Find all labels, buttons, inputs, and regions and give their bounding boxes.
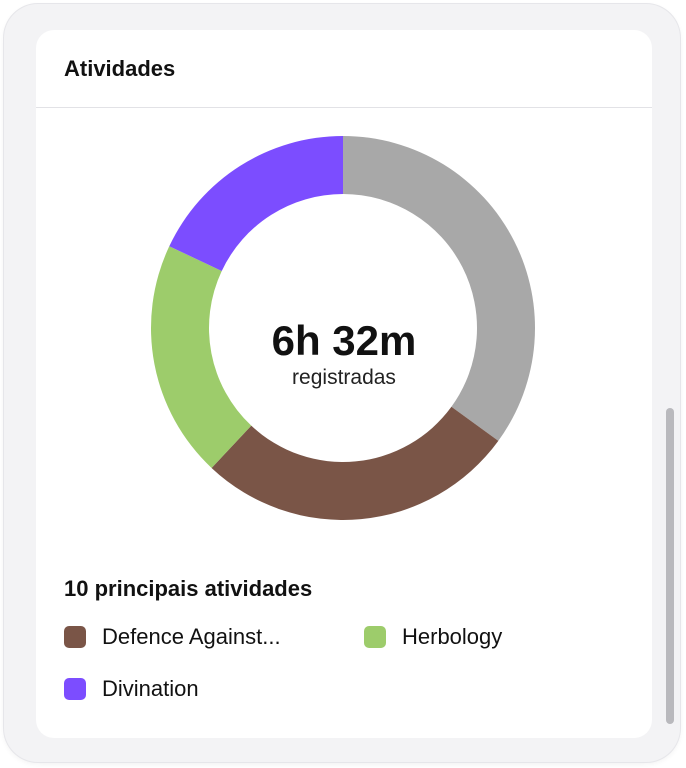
legend-swatch (364, 626, 386, 648)
legend-swatch (64, 678, 86, 700)
donut-chart-svg (151, 136, 535, 520)
activities-card: Atividades 6h 32m registradas 10 princip… (36, 30, 652, 738)
legend-item-defence[interactable]: Defence Against... (64, 624, 364, 650)
total-caption: registradas (292, 366, 396, 389)
legend-item-herbology[interactable]: Herbology (364, 624, 604, 650)
donut-chart: 6h 32m registradas (36, 108, 652, 548)
donut-slice-2[interactable] (151, 246, 252, 468)
legend-item-divination[interactable]: Divination (64, 676, 364, 702)
legend-swatch (64, 626, 86, 648)
legend: Defence Against... Herbology Divination (64, 624, 624, 702)
legend-label: Divination (102, 676, 199, 701)
total-time: 6h 32m (271, 317, 417, 364)
card-title: Atividades (64, 55, 176, 81)
donut-slice-1[interactable] (211, 406, 499, 520)
donut-slice-0[interactable] (343, 136, 535, 441)
legend-title: 10 principais atividades (64, 576, 313, 601)
donut-slice-3[interactable] (169, 136, 343, 271)
legend-label: Defence Against... (102, 624, 281, 649)
chart-center-label: 6h 32m registradas (244, 318, 444, 390)
card-header: Atividades (36, 30, 652, 108)
legend-label: Herbology (402, 624, 503, 649)
scrollbar-thumb[interactable] (666, 408, 674, 724)
